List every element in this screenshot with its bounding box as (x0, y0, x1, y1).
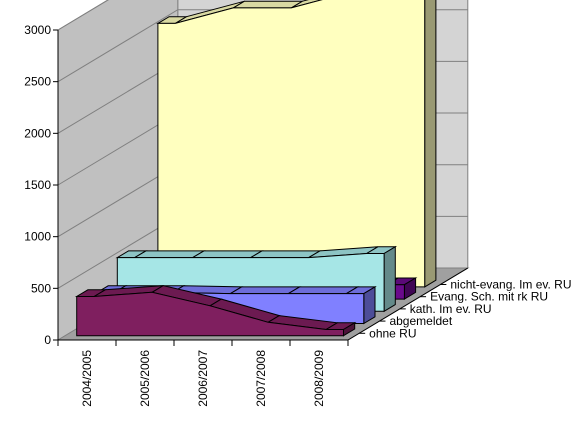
x-tick-label: 2006/2007 (196, 350, 210, 407)
series-label: Evang. Sch. mit rk RU (430, 290, 548, 304)
gridline (57, 0, 109, 31)
series-ohne-ru (74, 285, 357, 337)
y-tick-label: 1500 (24, 178, 51, 192)
series-label: abgemeldet (389, 314, 452, 328)
y-tick-label: 500 (31, 281, 51, 295)
x-tick-label: 2004/2005 (80, 350, 94, 407)
series-axis-line (347, 267, 469, 341)
ribbon-front (157, 0, 426, 288)
y-tick-label: 3000 (24, 23, 51, 37)
series-nicht-evang-im-ev-ru (156, 0, 437, 288)
series-group (74, 0, 437, 337)
x-tick-label: 2005/2006 (138, 350, 152, 407)
y-axis: 0 500 1000 1500 2000 2500 3000 (24, 23, 59, 347)
ribbon-side (363, 286, 376, 325)
x-tick-label: 2007/2008 (254, 350, 268, 407)
y-tick-label: 2000 (24, 126, 51, 140)
series-label: kath. Im ev. RU (410, 302, 492, 316)
y-tick-label: 1000 (24, 230, 51, 244)
series-label: ohne RU (369, 326, 416, 340)
y-tick-label: 2500 (24, 75, 51, 89)
ribbon-side (424, 0, 437, 288)
y-tick-label: 0 (44, 333, 51, 347)
ribbon-front (76, 291, 344, 337)
series-label: nicht-evang. Im ev. RU (450, 277, 571, 291)
x-axis: 2004/2005 2005/2006 2006/2007 2007/2008 2008… (57, 339, 349, 407)
x-tick-label: 2008/2009 (312, 350, 326, 407)
ribbon-side (383, 245, 396, 313)
